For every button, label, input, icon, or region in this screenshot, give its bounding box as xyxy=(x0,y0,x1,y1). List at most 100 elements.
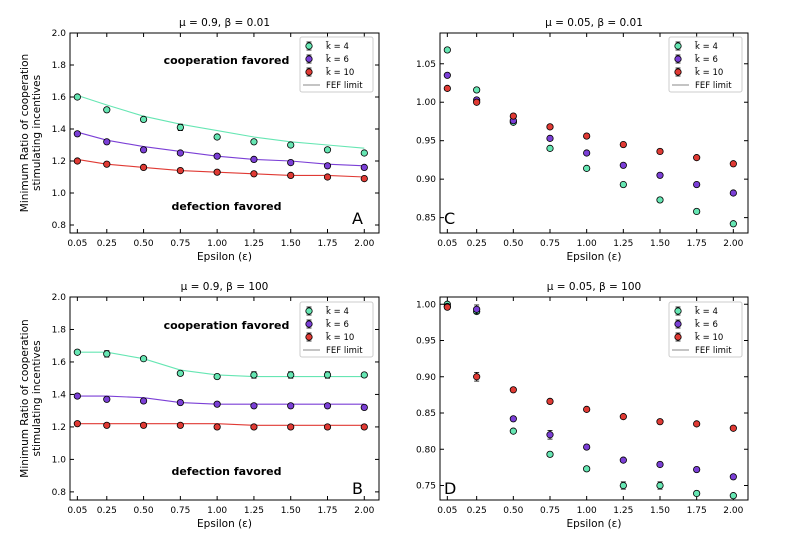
y-tick-label: 2.0 xyxy=(52,29,67,39)
data-point-k10 xyxy=(583,132,591,140)
data-point-k10 xyxy=(360,423,368,431)
data-point-k4 xyxy=(250,138,258,146)
x-tick-label: 1.50 xyxy=(281,239,301,249)
chart-panel-a: μ = 0.9, β = 0.01 0.05 0.25 0.50 0.75 1.00 1.2… xyxy=(19,17,380,263)
annotation-defection-favored: defection favored xyxy=(171,200,281,213)
data-point-k10 xyxy=(213,168,221,176)
data-point-k6 xyxy=(139,146,148,154)
data-point-k4 xyxy=(360,371,368,379)
data-point-k10 xyxy=(250,423,258,431)
data-point-k6 xyxy=(360,403,368,412)
data-point-k10 xyxy=(103,421,111,429)
y-tick-label: 1.8 xyxy=(52,61,67,71)
y-axis-label-line: Minimum Ratio of cooperation xyxy=(19,319,31,477)
chart-title: μ = 0.9, β = 100 xyxy=(181,281,269,293)
data-point-k10 xyxy=(509,112,517,120)
data-point-k10 xyxy=(73,157,81,165)
annotation-cooperation-favored: cooperation favored xyxy=(164,54,290,67)
x-tick-label: 1.25 xyxy=(244,239,264,249)
x-tick-label: 0.50 xyxy=(503,506,523,516)
chart-panel-c: μ = 0.05, β = 0.01 0.05 0.25 0.50 0.75 1.00 1.… xyxy=(416,17,749,263)
chart-panel-b: μ = 0.9, β = 100 0.05 0.25 0.50 0.75 1.00 1.25… xyxy=(19,281,380,530)
x-axis-label: Epsilon (ε) xyxy=(197,518,252,530)
data-point-k10 xyxy=(509,386,517,394)
y-tick-label: 1.6 xyxy=(52,93,67,103)
legend-label-k4: k̄ = 4 xyxy=(694,305,718,317)
data-point-k6 xyxy=(139,397,148,405)
data-point-k6 xyxy=(729,189,737,197)
panel-letter: D xyxy=(444,479,456,498)
x-tick-label: 0.25 xyxy=(467,506,487,516)
legend-label-fef: FEF limit xyxy=(695,346,732,356)
data-point-k6 xyxy=(583,443,591,451)
y-axis-label-line: Minimum Ratio of cooperation xyxy=(19,54,31,212)
y-tick-label: 0.85 xyxy=(416,409,436,419)
fef-line-k6 xyxy=(77,395,365,405)
data-point-k4 xyxy=(473,86,481,94)
data-point-k6 xyxy=(693,465,701,474)
legend-box xyxy=(668,301,743,358)
data-point-k6 xyxy=(583,149,591,157)
legend-label-k4: k̄ = 4 xyxy=(694,40,718,52)
data-point-k10 xyxy=(619,140,627,149)
data-point-k6 xyxy=(546,134,554,142)
data-point-k10 xyxy=(287,423,295,431)
fef-line-k10 xyxy=(77,423,365,426)
data-point-k4 xyxy=(323,146,332,154)
x-tick-label: 1.00 xyxy=(577,506,597,516)
data-point-k4 xyxy=(693,489,701,498)
plot-frame xyxy=(69,296,380,501)
x-tick-label: 0.05 xyxy=(67,506,87,516)
x-tick-label: 0.50 xyxy=(503,239,523,249)
data-point-k4 xyxy=(213,372,221,381)
legend-marker-k4 xyxy=(674,42,682,50)
x-tick-label: 1.75 xyxy=(317,506,337,516)
legend-marker-k4 xyxy=(674,307,682,315)
x-tick-label: 1.25 xyxy=(613,239,633,249)
data-point-k4 xyxy=(73,93,81,101)
y-axis-label: Minimum Ratio of cooperationstimulating … xyxy=(19,54,43,212)
panel-letter: A xyxy=(352,209,363,228)
data-point-k6 xyxy=(656,460,664,469)
data-point-k10 xyxy=(546,397,554,405)
data-point-k6 xyxy=(323,162,332,170)
data-point-k4 xyxy=(139,115,148,124)
y-tick-label: 0.80 xyxy=(416,445,436,455)
legend-marker-k6 xyxy=(305,55,313,63)
legend-label-fef: FEF limit xyxy=(695,81,732,91)
data-point-k4 xyxy=(583,164,591,172)
y-tick-label: 1.2 xyxy=(52,423,66,433)
data-point-k6 xyxy=(443,71,451,79)
y-tick-label: 0.8 xyxy=(52,488,67,498)
fef-line-k4 xyxy=(77,94,365,149)
data-point-k10 xyxy=(176,421,184,429)
data-point-k10 xyxy=(443,303,451,311)
y-tick-label: 2.0 xyxy=(52,293,67,303)
legend-marker-k10 xyxy=(674,333,682,341)
legend-box xyxy=(299,301,374,358)
x-tick-label: 0.05 xyxy=(67,239,87,249)
y-tick-label: 0.8 xyxy=(52,221,67,231)
legend-label-k10: k̄ = 10 xyxy=(325,331,354,343)
data-point-k6 xyxy=(287,402,295,410)
y-tick-label: 1.4 xyxy=(52,125,67,135)
plot-frame xyxy=(439,32,749,234)
x-tick-label: 1.25 xyxy=(613,506,633,516)
x-tick-label: 2.00 xyxy=(723,506,743,516)
data-point-k10 xyxy=(103,160,111,168)
data-point-k6 xyxy=(73,130,81,138)
x-tick-label: 2.00 xyxy=(354,239,374,249)
data-point-k4 xyxy=(139,355,148,363)
y-tick-label: 0.75 xyxy=(416,482,436,492)
fef-line-k10 xyxy=(77,158,365,178)
data-point-k4 xyxy=(619,180,627,189)
x-tick-label: 1.50 xyxy=(650,239,670,249)
data-point-k4 xyxy=(443,46,451,54)
panel-letter: B xyxy=(352,479,363,498)
y-tick-label: 0.90 xyxy=(416,175,436,185)
data-point-k4 xyxy=(73,348,81,356)
y-tick-label: 1.0 xyxy=(52,189,67,199)
x-tick-label: 2.00 xyxy=(354,506,374,516)
data-point-k4 xyxy=(287,371,295,379)
